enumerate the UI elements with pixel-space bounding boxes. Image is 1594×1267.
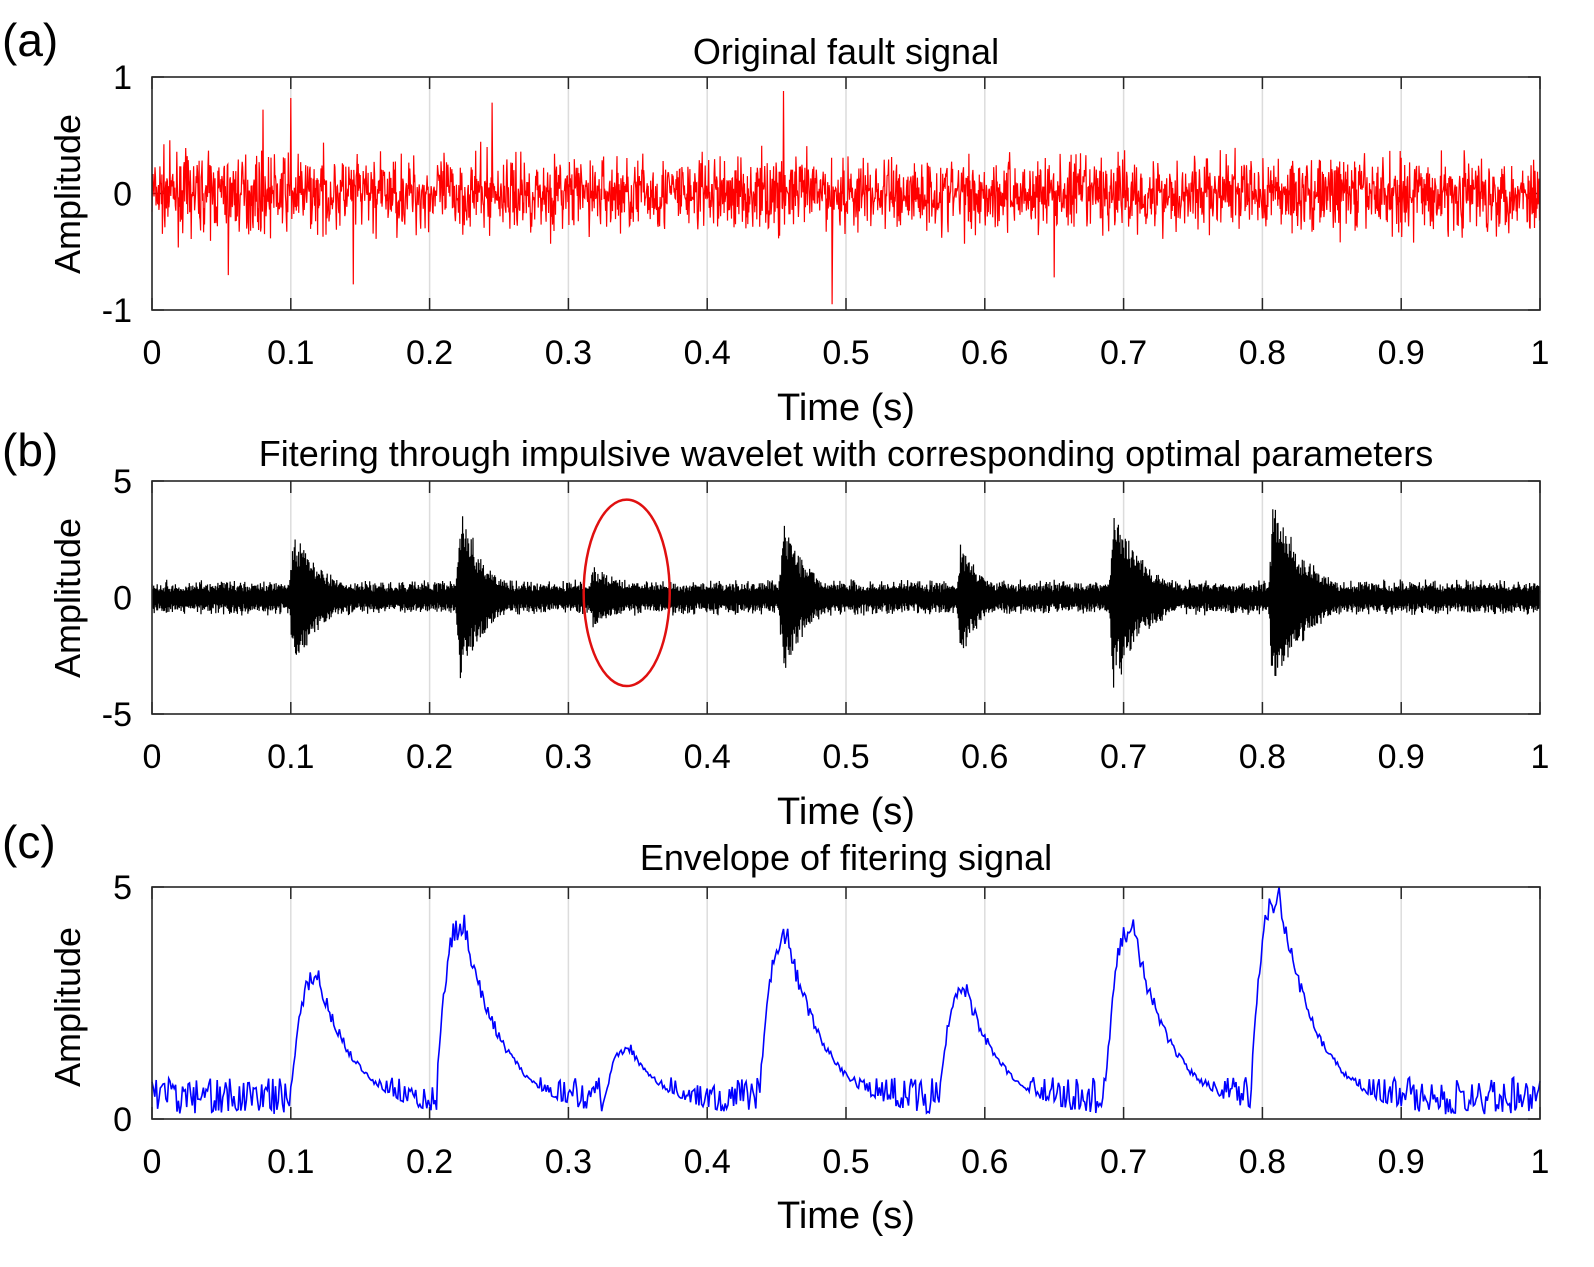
x-tick-label: 0.6 [961,1143,1008,1181]
x-tick-label: 0.8 [1239,1143,1286,1181]
panel-b-xlabel: Time (s) [777,791,915,833]
x-tick-label: 0.4 [684,334,731,372]
x-tick-label: 0.8 [1239,334,1286,372]
x-tick-label: 0.9 [1378,1143,1425,1181]
panel-a-signal-trace [151,90,1541,305]
y-tick-label: 1 [113,59,132,97]
x-tick-label: 0.5 [822,1143,869,1181]
panel-c-xlabel: Time (s) [777,1195,915,1237]
x-tick-label: 0.7 [1100,334,1147,372]
x-tick-label: 0 [143,1143,162,1181]
panel-a-xlabel: Time (s) [777,387,915,429]
panel-label-b: (b) [2,424,58,476]
x-tick-label: 0.7 [1100,738,1147,776]
x-tick-label: 0.8 [1239,738,1286,776]
panel-a-ytick-labels: -1 0 1 [102,59,132,330]
x-tick-label: 0.5 [822,738,869,776]
panel-b: (b) Fitering through impulsive wavelet w… [2,424,1549,833]
x-tick-label: 0.3 [545,738,592,776]
panel-a: (a) Original fault signal Amplitude Time… [2,14,1549,429]
y-tick-label: 5 [113,463,132,501]
x-tick-label: 1 [1531,1143,1550,1181]
x-tick-label: 0.2 [406,1143,453,1181]
x-tick-label: 0.1 [267,738,314,776]
panel-a-ylabel: Amplitude [47,114,88,274]
panel-c: (c) Envelope of fitering signal Amplitud… [2,816,1549,1237]
panel-c-ytick-labels: 05 [113,869,132,1139]
panel-a-axes-frame [151,76,1541,311]
x-tick-label: 1 [1531,334,1550,372]
panel-c-axes-frame [151,886,1541,1120]
panel-b-axes-frame [151,480,1541,715]
x-tick-label: 0.2 [406,334,453,372]
x-tick-label: 0.9 [1378,738,1425,776]
x-tick-label: 0.5 [822,334,869,372]
x-tick-label: 0.7 [1100,1143,1147,1181]
x-tick-label: 0.9 [1378,334,1425,372]
y-tick-label: 5 [113,869,132,907]
panel-b-ytick-labels: -5 0 5 [102,463,132,734]
x-tick-label: 0.3 [545,1143,592,1181]
y-tick-label: 0 [113,176,132,214]
y-tick-label: 0 [113,580,132,618]
x-tick-label: 0.1 [267,334,314,372]
x-tick-label: 0 [143,738,162,776]
panel-a-title: Original fault signal [693,31,999,72]
panel-c-envelope-trace [151,886,1541,1115]
x-tick-label: 0.3 [545,334,592,372]
panel-c-grid [290,887,1402,1119]
x-tick-label: 0.4 [684,738,731,776]
panel-a-grid [290,77,1402,310]
panel-label-c: (c) [2,816,56,868]
panel-b-highlight-ellipse [582,498,671,688]
x-tick-label: 0.2 [406,738,453,776]
panel-b-signal-trace [151,509,1541,688]
panel-b-ylabel: Amplitude [47,518,88,678]
y-tick-label: 0 [113,1101,132,1139]
panel-label-a: (a) [2,14,58,66]
x-tick-label: 0 [143,334,162,372]
y-tick-label: -1 [102,292,132,330]
panel-b-title: Fitering through impulsive wavelet with … [259,433,1434,474]
x-tick-label: 0.4 [684,1143,731,1181]
x-tick-label: 0.1 [267,1143,314,1181]
x-tick-label: 0.6 [961,738,1008,776]
panel-a-xtick-labels: 0 0.1 0.2 0.3 0.4 0.5 0.6 0.7 0.8 0.9 1 [143,334,1550,372]
y-tick-label: -5 [102,696,132,734]
panel-b-xtick-labels: 0 0.1 0.2 0.3 0.4 0.5 0.6 0.7 0.8 0.9 1 [143,738,1550,776]
x-tick-label: 1 [1531,738,1550,776]
panel-c-ylabel: Amplitude [47,927,88,1087]
panel-c-xtick-labels: 0 0.1 0.2 0.3 0.4 0.5 0.6 0.7 0.8 0.9 1 [143,1143,1550,1181]
x-tick-label: 0.6 [961,334,1008,372]
panel-c-title: Envelope of fitering signal [640,837,1052,878]
